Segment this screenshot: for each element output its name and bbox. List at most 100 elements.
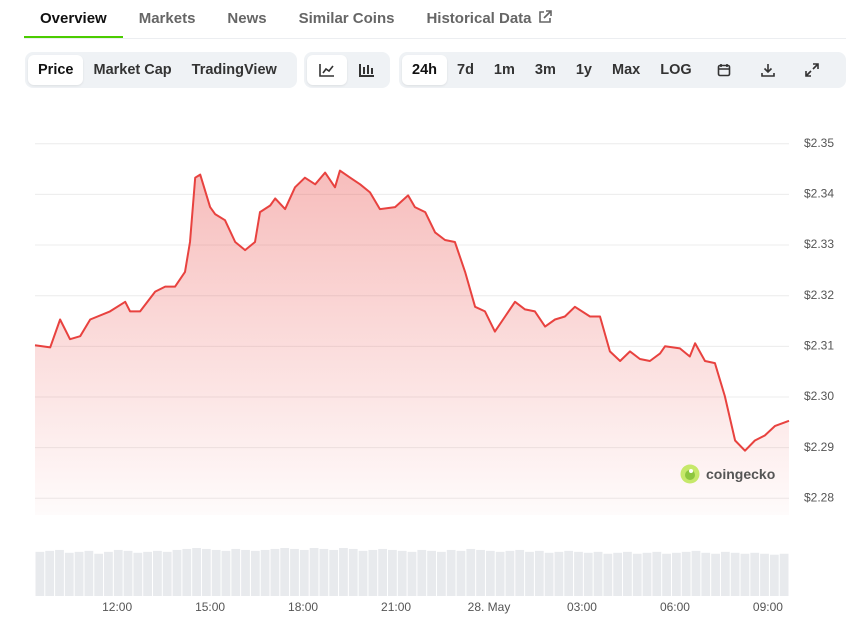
watermark-text: coingecko: [706, 466, 776, 482]
y-tick-label: $2.28: [804, 490, 834, 504]
y-tick-label: $2.30: [804, 389, 834, 403]
volume-bar: [35, 551, 45, 596]
volume-bar: [691, 550, 701, 596]
line-chart-button[interactable]: [307, 55, 347, 85]
range-button[interactable]: 24h: [402, 55, 447, 85]
volume-bar: [339, 548, 348, 596]
volume-bar: [632, 553, 642, 596]
volume-bar: [162, 551, 172, 596]
range-button[interactable]: 1m: [493, 62, 515, 78]
metric-button[interactable]: Market Cap: [93, 62, 172, 78]
range-button[interactable]: 1y: [575, 62, 592, 78]
volume-bar: [515, 549, 525, 596]
volume-bar: [290, 548, 299, 596]
range-button[interactable]: LOG: [660, 62, 692, 78]
y-tick-label: $2.35: [804, 136, 834, 150]
range-button[interactable]: Max: [612, 62, 641, 78]
volume-bar: [280, 548, 290, 596]
volume-bar: [730, 552, 740, 596]
volume-bar: [564, 550, 574, 596]
volume-bar: [211, 549, 221, 596]
volume-bar: [417, 549, 427, 596]
volume-bar: [309, 548, 319, 596]
range-button[interactable]: 3m: [534, 62, 556, 78]
volume-bar: [574, 551, 583, 596]
volume-bar: [378, 548, 388, 596]
volume-bar: [94, 553, 104, 596]
volume-bar: [231, 548, 241, 596]
volume-bar: [388, 549, 397, 596]
volume-bar: [662, 553, 671, 596]
x-tick-label: 06:00: [660, 600, 690, 614]
volume-bar: [64, 552, 74, 596]
y-tick-label: $2.29: [804, 440, 834, 454]
volume-bar: [74, 551, 84, 596]
x-tick-label: 09:00: [753, 600, 783, 614]
volume-bar: [241, 549, 250, 596]
volume-bar: [153, 550, 162, 596]
volume-bar: [623, 551, 632, 596]
volume-bar: [446, 549, 456, 596]
range-button[interactable]: 7d: [457, 62, 474, 78]
volume-bar: [740, 553, 750, 596]
x-tick-label: 03:00: [567, 600, 597, 614]
metric-group: Price Market Cap TradingView: [25, 52, 297, 88]
tab[interactable]: Similar Coins: [298, 10, 395, 27]
download-button[interactable]: [746, 55, 790, 85]
tab[interactable]: Historical Data: [410, 0, 567, 37]
y-tick-label: $2.31: [804, 339, 834, 353]
volume-bar: [182, 548, 192, 596]
x-tick-label: 15:00: [195, 600, 225, 614]
price-area: [35, 170, 789, 515]
x-tick-label: 12:00: [102, 600, 132, 614]
volume-bar: [436, 551, 446, 596]
volume-bar: [299, 549, 309, 596]
volume-bar: [221, 550, 231, 596]
x-tick-label: 21:00: [381, 600, 411, 614]
volume-bar: [113, 549, 123, 596]
volume-bar: [476, 549, 485, 596]
tab-label: Historical Data: [426, 10, 532, 27]
metric-button[interactable]: Price: [28, 55, 84, 85]
volume-bar: [544, 552, 554, 596]
volume-bar: [760, 553, 769, 596]
volume-bar: [534, 550, 544, 596]
volume-bar: [505, 550, 515, 596]
volume-bar: [172, 549, 182, 596]
calendar-button[interactable]: [702, 55, 746, 85]
y-tick-label: $2.32: [804, 288, 834, 302]
volume-bar: [466, 548, 476, 596]
volume-bar: [652, 551, 662, 596]
tab[interactable]: News: [227, 10, 267, 27]
volume-bar: [495, 551, 505, 596]
volume-bar: [84, 550, 94, 596]
x-tick-label: 18:00: [288, 600, 318, 614]
volume-bar: [583, 552, 593, 596]
volume-bar: [133, 552, 143, 596]
volume-bar: [260, 549, 270, 596]
tab[interactable]: Markets: [138, 10, 196, 27]
volume-bar: [681, 551, 691, 596]
volume-bar: [485, 550, 495, 596]
volume-bar: [671, 552, 681, 596]
candle-icon: [359, 64, 374, 77]
volume-bar: [55, 549, 64, 596]
chart-style-group: [304, 52, 390, 88]
candle-chart-button[interactable]: [347, 55, 387, 85]
volume-bar: [104, 551, 113, 596]
line-icon: [319, 64, 334, 77]
volume-bar: [642, 552, 652, 596]
volume-bar: [525, 551, 534, 596]
fullscreen-button[interactable]: [790, 55, 834, 85]
range-group: 24h 7d 1m 3m 1y Max LOG: [399, 52, 846, 88]
metric-button[interactable]: TradingView: [191, 62, 277, 78]
volume-bar: [750, 552, 760, 596]
volume-bar: [603, 553, 613, 596]
volume-bar: [720, 551, 730, 596]
tab[interactable]: Overview: [24, 0, 123, 38]
volume-bar: [329, 549, 339, 596]
volume-bar: [554, 551, 564, 596]
volume-bar: [123, 550, 133, 596]
